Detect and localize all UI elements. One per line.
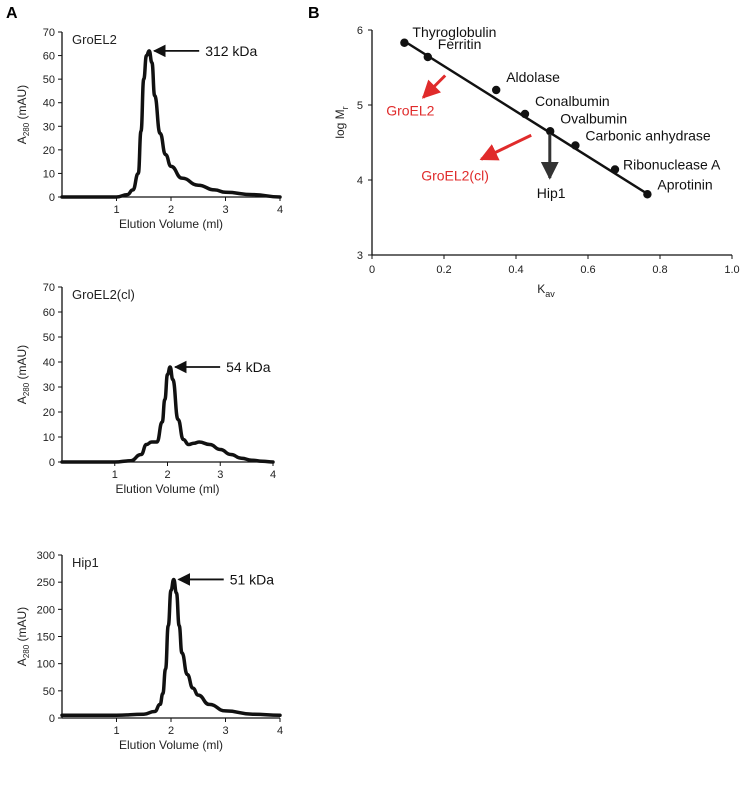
sample-label: GroEL2 xyxy=(386,103,434,119)
y-tick-label: 50 xyxy=(43,74,55,86)
x-tick-label: 4 xyxy=(277,725,283,737)
standard-label: Aprotinin xyxy=(657,176,712,192)
standard-point xyxy=(492,85,501,95)
y-tick-label: 30 xyxy=(43,382,55,394)
y-axis-label: log Mr xyxy=(333,106,350,138)
y-tick-label: 3 xyxy=(357,250,363,262)
y-tick-label: 70 xyxy=(43,282,55,294)
sample-arrow xyxy=(421,74,447,99)
y-tick-label: 250 xyxy=(37,577,55,589)
x-tick-label: 4 xyxy=(270,469,276,481)
x-tick-label: 1.0 xyxy=(724,264,739,276)
y-tick-label: 150 xyxy=(37,632,55,644)
y-tick-label: 6 xyxy=(357,25,363,37)
x-tick-label: 2 xyxy=(168,204,174,216)
x-tick-label: 2 xyxy=(168,725,174,737)
panel-label-b: B xyxy=(308,5,320,22)
standard-label: Ribonuclease A xyxy=(623,157,721,173)
x-tick-label: 3 xyxy=(222,204,228,216)
standard-label: Ovalbumin xyxy=(560,110,627,126)
x-tick-label: 0.6 xyxy=(580,264,595,276)
x-tick-label: 2 xyxy=(164,469,170,481)
standard-label: Thyroglobulin xyxy=(412,24,496,40)
fit-line xyxy=(403,40,650,197)
trace-line xyxy=(60,365,275,464)
trace-line xyxy=(60,577,282,718)
panel-label-a: A xyxy=(6,5,18,22)
y-tick-label: 0 xyxy=(49,457,55,469)
y-axis-label: A280 (mAU) xyxy=(15,345,31,404)
x-tick-label: 3 xyxy=(217,469,223,481)
sample-label: Hip1 xyxy=(537,185,566,201)
chromatogram-groel2-cl: 0 10 20 30 40 50 60 70 1 2 3 4 Elution Volume (ml) A2… xyxy=(15,282,276,496)
x-axis-label: Elution Volume (ml) xyxy=(115,482,219,496)
y-tick-label: 0 xyxy=(49,192,55,204)
y-axis-label: A280 (mAU) xyxy=(15,85,31,144)
panel-title: Hip1 xyxy=(72,555,99,570)
standard-point xyxy=(643,190,652,199)
standard-point xyxy=(571,141,580,150)
sample-label: GroEL2(cl) xyxy=(421,167,489,183)
annotation-label: 312 kDa xyxy=(205,43,257,59)
x-tick-label: 1 xyxy=(113,204,119,216)
x-tick-label: 3 xyxy=(222,725,228,737)
x-axis-label: Elution Volume (ml) xyxy=(119,217,223,231)
y-tick-label: 40 xyxy=(43,98,55,110)
standard-point xyxy=(546,127,555,136)
panel-title: GroEL2 xyxy=(72,32,117,47)
standard-point xyxy=(610,165,620,174)
standard-point xyxy=(423,52,432,62)
standard-point xyxy=(400,38,409,47)
annotation-label: 51 kDa xyxy=(230,571,275,587)
x-tick-label: 0.2 xyxy=(436,264,451,276)
trace-line xyxy=(60,49,282,199)
standard-label: Conalbumin xyxy=(535,93,610,109)
y-tick-label: 5 xyxy=(357,100,363,112)
y-tick-label: 60 xyxy=(43,51,55,63)
y-tick-label: 60 xyxy=(43,307,55,319)
x-tick-label: 0.4 xyxy=(508,264,523,276)
y-tick-label: 4 xyxy=(357,175,363,187)
chromatogram-groel2: 0 10 20 30 40 50 60 70 1 2 3 4 Elution Volume (ml) A2… xyxy=(15,27,283,231)
panel-title: GroEL2(cl) xyxy=(72,287,135,302)
standard-point xyxy=(520,109,530,119)
y-tick-label: 100 xyxy=(37,659,55,671)
y-tick-label: 10 xyxy=(43,168,55,180)
y-tick-label: 300 xyxy=(37,550,55,562)
standard-label: Ferritin xyxy=(438,36,482,52)
y-tick-label: 50 xyxy=(43,686,55,698)
y-tick-label: 200 xyxy=(37,604,55,616)
y-tick-label: 50 xyxy=(43,332,55,344)
y-tick-label: 20 xyxy=(43,145,55,157)
sample-arrow xyxy=(479,133,532,161)
annotation-label: 54 kDa xyxy=(226,359,271,375)
chromatogram-hip1: 0 50 100 150 200 250 300 1 2 3 4 Elution Volume (ml… xyxy=(15,550,283,752)
y-tick-label: 70 xyxy=(43,27,55,39)
y-tick-label: 20 xyxy=(43,407,55,419)
y-axis-label: A280 (mAU) xyxy=(15,607,31,666)
y-tick-label: 0 xyxy=(49,713,55,725)
standard-label: Carbonic anhydrase xyxy=(585,128,711,144)
y-tick-label: 30 xyxy=(43,121,55,133)
x-tick-label: 0.8 xyxy=(652,264,667,276)
y-tick-label: 10 xyxy=(43,432,55,444)
standard-label: Aldolase xyxy=(506,69,560,85)
x-axis-label: Elution Volume (ml) xyxy=(119,738,223,752)
x-tick-label: 0 xyxy=(369,264,375,276)
y-tick-label: 40 xyxy=(43,357,55,369)
x-tick-label: 1 xyxy=(113,725,119,737)
x-axis-label: Kav xyxy=(537,282,555,299)
x-tick-label: 4 xyxy=(277,204,283,216)
calibration-plot: 3 4 5 6 0 0.2 0.4 0.6 0.8 1.0 Kav log Mr Thyroglobul… xyxy=(333,24,740,299)
x-tick-label: 1 xyxy=(112,469,118,481)
